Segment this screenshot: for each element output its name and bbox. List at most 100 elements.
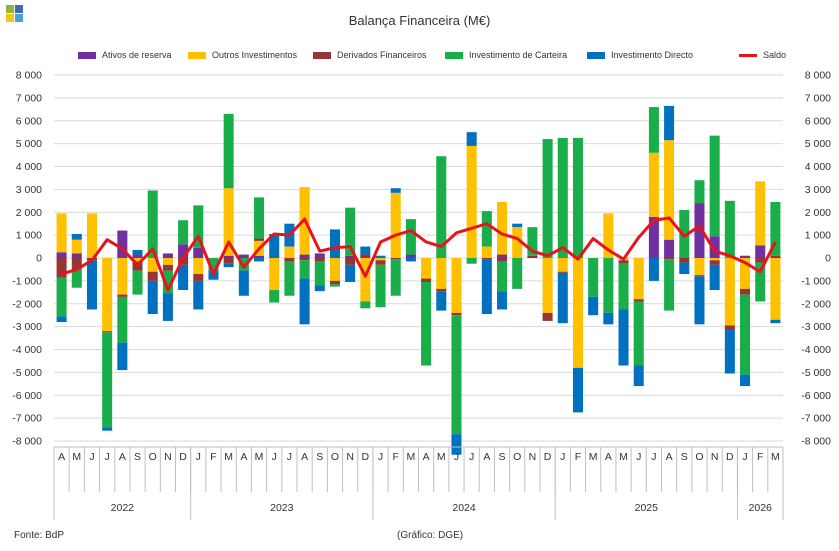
bar-segment bbox=[147, 271, 158, 281]
bar-segment bbox=[314, 258, 325, 262]
bar-segment bbox=[633, 365, 644, 387]
y-tick-label-right: 1 000 bbox=[805, 230, 831, 242]
bar-segment bbox=[770, 319, 781, 324]
month-label: N bbox=[164, 451, 172, 463]
y-tick-label-right: -8 000 bbox=[801, 436, 831, 448]
bar-segment bbox=[223, 188, 234, 256]
bar-segment bbox=[451, 312, 462, 316]
legend-label: Outros Investimentos bbox=[212, 50, 298, 60]
month-label: J bbox=[651, 451, 656, 463]
saldo-line bbox=[61, 216, 777, 292]
bar-segment bbox=[405, 254, 416, 258]
month-label: J bbox=[287, 451, 292, 463]
bar-segment bbox=[664, 259, 675, 311]
month-label: N bbox=[346, 451, 354, 463]
year-label: 2024 bbox=[452, 502, 476, 514]
month-label: O bbox=[695, 451, 703, 463]
bar-segment bbox=[740, 258, 751, 289]
month-label: A bbox=[58, 451, 65, 463]
bar-segment bbox=[436, 291, 447, 311]
bar-segment bbox=[117, 342, 128, 371]
bar-segment bbox=[648, 107, 659, 153]
y-tick-label-left: 0 bbox=[36, 253, 42, 265]
month-label: O bbox=[513, 451, 521, 463]
month-label: F bbox=[393, 451, 399, 463]
legend-label: Saldo bbox=[763, 50, 787, 60]
bar-segment bbox=[56, 258, 67, 278]
bar-segment bbox=[193, 280, 204, 310]
bar-segment bbox=[345, 264, 356, 283]
bar-segment bbox=[299, 278, 310, 325]
bar-segment bbox=[481, 259, 492, 315]
bar-segment bbox=[86, 260, 97, 310]
y-tick-label-right: 8 000 bbox=[805, 70, 831, 82]
bar-segment bbox=[329, 258, 340, 281]
legend-swatch bbox=[739, 53, 757, 57]
bar-segment bbox=[390, 192, 401, 258]
bar-segment bbox=[345, 207, 356, 256]
legend-swatch bbox=[313, 51, 331, 59]
bar-segment bbox=[147, 280, 158, 315]
legend-item: Outros Investimentos bbox=[188, 50, 297, 60]
bar-segment bbox=[102, 258, 113, 332]
bar-segment bbox=[694, 203, 705, 258]
bar-segment bbox=[755, 258, 766, 263]
month-label: F bbox=[757, 451, 763, 463]
bar-segment bbox=[724, 200, 735, 258]
bar-segment bbox=[481, 246, 492, 258]
legend-item: Investimento Directo bbox=[587, 50, 693, 60]
legend-item: Ativos de reserva bbox=[78, 50, 172, 60]
bar-segment bbox=[299, 260, 310, 279]
month-label: J bbox=[89, 451, 94, 463]
month-label: D bbox=[544, 451, 552, 463]
y-tick-label-left: 6 000 bbox=[16, 115, 42, 127]
bar-segment bbox=[117, 296, 128, 343]
bar-segment bbox=[178, 220, 189, 245]
bar-segment bbox=[375, 255, 386, 258]
bar-segment bbox=[633, 301, 644, 366]
bar-segment bbox=[314, 285, 325, 292]
bar-segment bbox=[71, 233, 82, 240]
logo-tile bbox=[6, 14, 14, 22]
month-label: A bbox=[119, 451, 126, 463]
bar-segment bbox=[557, 258, 568, 272]
bar-segment bbox=[132, 254, 143, 258]
legend-swatch bbox=[445, 51, 463, 59]
bar-segment bbox=[132, 249, 143, 255]
bar-segment bbox=[284, 246, 295, 258]
bar-segment bbox=[603, 312, 614, 325]
month-label: N bbox=[711, 451, 719, 463]
bar-segment bbox=[572, 367, 583, 413]
bar-segment bbox=[618, 260, 629, 264]
bar-segment bbox=[572, 258, 583, 368]
bar-segment bbox=[390, 259, 401, 296]
month-label: F bbox=[575, 451, 581, 463]
bar-segment bbox=[162, 258, 173, 265]
y-tick-label-right: -7 000 bbox=[801, 413, 831, 425]
bar-segment bbox=[557, 137, 568, 258]
bar-segment bbox=[572, 137, 583, 258]
bar-segment bbox=[648, 152, 659, 217]
bar-segment bbox=[360, 246, 371, 255]
bar-segment bbox=[390, 188, 401, 193]
legend-swatch bbox=[587, 51, 605, 59]
year-label: 2026 bbox=[749, 502, 773, 514]
bar-segment bbox=[497, 254, 508, 258]
bar-segment bbox=[557, 272, 568, 324]
bar-segment bbox=[618, 263, 629, 310]
month-label: A bbox=[605, 451, 612, 463]
bar-segment bbox=[193, 258, 204, 275]
bar-segment bbox=[56, 252, 67, 258]
y-tick-label-right: -6 000 bbox=[801, 390, 831, 402]
y-tick-label-left: 5 000 bbox=[16, 138, 42, 150]
month-label: M bbox=[224, 451, 233, 463]
bar-segment bbox=[329, 280, 340, 285]
bar-segment bbox=[588, 258, 599, 297]
month-label: J bbox=[469, 451, 474, 463]
y-tick-label-left: 2 000 bbox=[16, 207, 42, 219]
bar-segment bbox=[755, 245, 766, 258]
year-label: 2025 bbox=[635, 502, 659, 514]
bar-segment bbox=[117, 258, 128, 295]
bar-segment bbox=[147, 258, 158, 272]
